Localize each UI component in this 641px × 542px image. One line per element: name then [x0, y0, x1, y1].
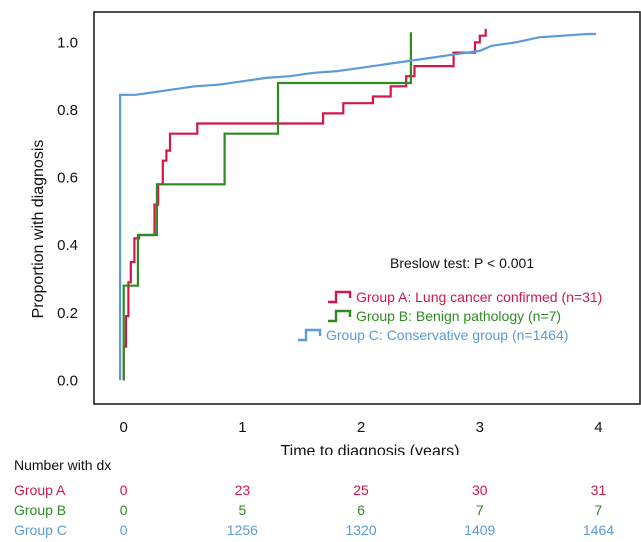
- risk-value: 23: [234, 482, 251, 498]
- breslow-annotation: Breslow test: P < 0.001: [390, 255, 534, 271]
- risk-table-title: Number with dx: [14, 457, 112, 473]
- risk-value: 0: [119, 482, 128, 498]
- risk-row-group-c: Group C 0 1256 1320 1409 1464: [0, 522, 641, 542]
- x-tick-label: 1: [238, 419, 246, 436]
- x-tick-label: 2: [357, 419, 365, 436]
- risk-row-group-b: Group B 0 5 6 7 7: [0, 502, 641, 522]
- y-tick-label: 0.0: [57, 372, 78, 389]
- risk-value: 0: [119, 502, 128, 518]
- y-axis-label: Proportion with diagnosis: [30, 140, 47, 319]
- legend-entry-group-c: Group C: Conservative group (n=1464): [326, 327, 568, 343]
- x-tick-label: 4: [594, 419, 602, 436]
- risk-row-label: Group B: [14, 502, 67, 518]
- x-tick-label: 0: [120, 419, 128, 436]
- risk-row-label: Group C: [14, 522, 67, 538]
- legend-swatch-group-a: [328, 290, 352, 304]
- legend-entry-group-a: Group A: Lung cancer confirmed (n=31): [356, 289, 602, 305]
- risk-value: 1320: [345, 522, 377, 538]
- risk-table: Number with dx Group A 0 23 25 30 31 Group B 0 5…: [0, 455, 641, 540]
- legend: Group A: Lung cancer confirmed (n=31) Gro…: [298, 289, 602, 343]
- risk-row-label: Group A: [14, 482, 66, 498]
- series-line-group-a: [122, 28, 487, 381]
- risk-value: 25: [353, 482, 369, 498]
- curves: [119, 28, 597, 381]
- plot-frame: [93, 11, 641, 405]
- x-axis-label: Time to diagnosis (years): [280, 443, 459, 455]
- legend-swatch-group-c: [298, 328, 322, 342]
- x-tick-label: 3: [476, 419, 484, 436]
- chart: 0.0 0.2 0.4 0.6 0.8 1.0 0 1 2 3 4 Time to diagnos…: [30, 11, 641, 455]
- x-axis-ticks: 0 1 2 3 4: [120, 419, 603, 436]
- risk-value: 30: [471, 482, 488, 498]
- y-tick-label: 1.0: [57, 34, 78, 51]
- risk-value: 0: [119, 522, 128, 538]
- risk-value: 1256: [226, 522, 258, 538]
- legend-swatch-group-b: [328, 309, 352, 323]
- series-line-group-c: [119, 32, 597, 381]
- legend-entry-group-b: Group B: Benign pathology (n=7): [356, 308, 561, 324]
- risk-value: 1409: [464, 522, 496, 538]
- risk-value: 31: [590, 482, 607, 498]
- risk-value: 7: [594, 502, 603, 518]
- series-line-group-b: [122, 32, 412, 381]
- y-tick-label: 0.2: [57, 305, 78, 322]
- risk-value: 1464: [582, 522, 615, 538]
- y-tick-label: 0.4: [57, 237, 78, 254]
- y-tick-label: 0.6: [57, 170, 78, 187]
- risk-row-group-a: Group A 0 23 25 30 31: [0, 482, 641, 502]
- risk-value: 7: [475, 502, 484, 518]
- y-axis-ticks: 0.0 0.2 0.4 0.6 0.8 1.0: [57, 34, 78, 389]
- risk-value: 6: [357, 502, 365, 518]
- y-tick-label: 0.8: [57, 102, 78, 119]
- risk-value: 5: [238, 502, 247, 518]
